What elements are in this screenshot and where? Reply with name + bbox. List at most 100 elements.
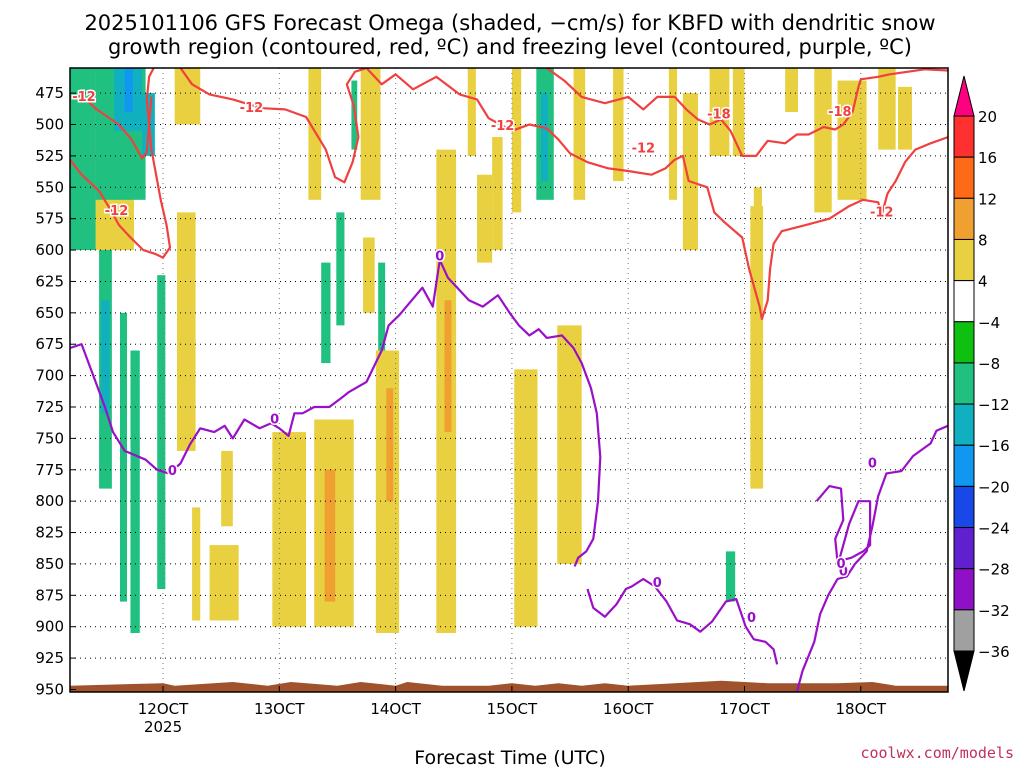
y-tick-label-925: 925 [35, 649, 64, 667]
x-tick-label-18OCT: 18OCT [836, 700, 887, 718]
colorbar-swatch-7 [953, 403, 975, 446]
colorbar-swatch-6 [953, 362, 975, 405]
omega-region-47 [785, 68, 798, 112]
omega-region-49 [837, 80, 867, 200]
omega-region-48 [814, 68, 832, 213]
plot-frame [69, 67, 949, 693]
colorbar-top-triangle [953, 75, 975, 117]
omega-region-19 [324, 469, 336, 602]
y-tick-label-575: 575 [35, 210, 64, 228]
dgz-contour-label-5: -18 [707, 107, 731, 122]
colorbar-swatch-11 [953, 568, 975, 611]
omega-region-41 [682, 93, 698, 251]
y-tick-label-950: 950 [35, 680, 64, 698]
dgz-contour-label-7: -18 [828, 105, 852, 120]
omega-region-39 [613, 68, 624, 181]
freezing-contour-line-5 [795, 424, 948, 692]
colorbar-label-3: 8 [978, 231, 988, 249]
freezing-contour-label-6: 0 [868, 456, 877, 471]
freezing-contour-line-0 [70, 259, 602, 567]
y-tick-label-900: 900 [35, 618, 64, 636]
x-tick-label-15OCT: 15OCT [487, 700, 538, 718]
freezing-contour-line-3 [586, 577, 779, 665]
omega-region-38 [573, 68, 586, 200]
colorbar-label-6: −8 [978, 355, 1000, 373]
y-tick-label-600: 600 [35, 241, 64, 259]
y-tick-label-700: 700 [35, 367, 64, 385]
y-tick-label-775: 775 [35, 461, 64, 479]
colorbar-label-0: 20 [978, 108, 997, 126]
colorbar-label-7: −12 [978, 396, 1010, 414]
dgz-contour-line-3 [365, 68, 948, 321]
freezing-contour-label-7: 0 [836, 557, 845, 572]
dgz-contour-line-2 [179, 68, 367, 184]
dgz-contour-label-4: -12 [632, 141, 656, 156]
omega-region-36 [540, 93, 548, 181]
omega-region-14 [209, 545, 239, 621]
chart-title-line2: growth region (contoured, red, ºC) and f… [108, 35, 912, 59]
x-axis-label: Forecast Time (UTC) [414, 747, 605, 768]
omega-region-1 [70, 68, 96, 251]
x-tick-label-14OCT: 14OCT [370, 700, 421, 718]
x-tick-label-12OCT: 12OCT [138, 700, 189, 718]
omega-region-32 [492, 137, 503, 251]
colorbar-label-1: 16 [978, 149, 997, 167]
chart-title-line1: 2025101106 GFS Forecast Omega (shaded, −… [84, 11, 935, 35]
freezing-contour-label-2: 0 [435, 249, 444, 264]
omega-region-24 [363, 237, 375, 313]
dgz-contour-label-1: -12 [72, 90, 96, 105]
colorbar-label-8: −16 [978, 437, 1010, 455]
omega-shading [70, 68, 912, 633]
omega-region-10 [157, 275, 166, 590]
colorbar-swatch-2 [953, 197, 975, 240]
omega-region-31 [477, 174, 493, 263]
colorbar-label-5: −4 [978, 314, 1000, 332]
omega-region-42 [709, 68, 730, 156]
omega-region-44 [732, 68, 745, 156]
omega-region-46 [753, 187, 762, 288]
x-tick-label-16OCT: 16OCT [603, 700, 654, 718]
x-tick-sublabel-12OCT: 2025 [144, 718, 182, 736]
credit-text: coolwx.com/models [860, 744, 1014, 762]
colorbar-swatch-9 [953, 485, 975, 529]
omega-region-16 [221, 450, 233, 527]
omega-region-15 [272, 432, 307, 627]
omega-region-40 [668, 68, 678, 200]
omega-region-50 [878, 68, 896, 150]
colorbar-swatch-0 [953, 115, 975, 158]
omega-region-4 [124, 68, 133, 112]
colorbar-label-11: −28 [978, 561, 1010, 579]
dgz-contour-label-2: -12 [240, 101, 264, 116]
y-tick-label-675: 675 [35, 335, 64, 353]
y-axis-ticks: 475 500 525 550 575 600 625 650 675 700 725 750 775 8… [35, 84, 76, 698]
dgz-contour-label-6: -12 [870, 205, 894, 220]
colorbar-bottom-triangle [953, 650, 975, 692]
omega-region-21 [336, 212, 345, 326]
omega-region-12 [176, 212, 196, 451]
colorbar: 20 16 12 8 4 −4 −8 −12 −16 −20 −24 −28 −32 −36 [953, 75, 1010, 692]
y-tick-label-500: 500 [35, 115, 64, 133]
omega-region-23 [360, 68, 381, 200]
colorbar-swatch-12 [953, 609, 975, 652]
y-tick-label-750: 750 [35, 429, 64, 447]
terrain-band [70, 680, 948, 692]
omega-region-34 [514, 369, 538, 627]
freezing-contour-label-0: 0 [168, 464, 177, 479]
omega-region-9 [130, 350, 140, 633]
y-tick-label-625: 625 [35, 272, 64, 290]
omega-region-37 [557, 325, 582, 564]
colorbar-swatch-3 [953, 238, 975, 282]
colorbar-label-12: −32 [978, 602, 1010, 620]
freezing-contour-label-1: 0 [270, 413, 279, 428]
dgz-contour-label-0: -12 [105, 204, 129, 219]
y-tick-label-875: 875 [35, 586, 64, 604]
freezing-contour-label-3: 0 [653, 576, 662, 591]
y-tick-label-475: 475 [35, 84, 64, 102]
dgz-contour-line-5 [546, 68, 948, 157]
freezing-contour-label-5: 0 [839, 564, 848, 579]
colorbar-swatch-8 [953, 444, 975, 487]
colorbar-label-10: −24 [978, 520, 1010, 538]
omega-region-27 [386, 388, 394, 502]
